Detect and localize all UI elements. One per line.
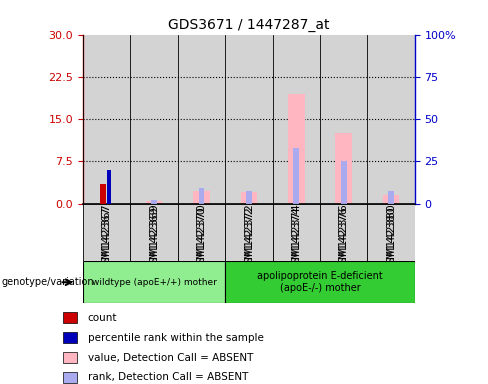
Bar (130, 204, 178, 261)
Bar (225, 35, 273, 204)
Text: GSM142370: GSM142370 (197, 204, 206, 271)
Bar (320, 35, 367, 204)
Bar (151, 200, 157, 204)
Text: GSM142367: GSM142367 (102, 204, 112, 271)
Text: apolipoprotein E-deficient
(apoE-/-) mother: apolipoprotein E-deficient (apoE-/-) mot… (257, 271, 383, 293)
Title: GDS3671 / 1447287_at: GDS3671 / 1447287_at (168, 18, 329, 32)
Bar (367, 35, 415, 204)
Bar (62, 312, 77, 323)
Bar (62, 372, 77, 383)
Text: GSM142369: GSM142369 (149, 207, 159, 274)
Text: GSM142376: GSM142376 (339, 207, 349, 274)
Text: percentile rank within the sample: percentile rank within the sample (88, 333, 264, 343)
Bar (107, 170, 111, 204)
Text: GSM142374: GSM142374 (291, 207, 301, 274)
Bar (83, 204, 130, 261)
Bar (367, 204, 415, 261)
Text: GSM142376: GSM142376 (339, 204, 349, 271)
Text: GSM142370: GSM142370 (197, 207, 206, 274)
Text: GSM142372: GSM142372 (244, 204, 254, 271)
Bar (130, 35, 178, 204)
Text: value, Detection Call = ABSENT: value, Detection Call = ABSENT (88, 353, 253, 362)
Bar (320, 204, 367, 261)
Bar (199, 188, 204, 204)
Text: count: count (88, 313, 117, 323)
Bar (83, 35, 130, 204)
Bar (62, 352, 77, 363)
Bar (335, 133, 352, 204)
Bar (293, 148, 299, 204)
Bar (383, 195, 399, 204)
Bar (83, 261, 225, 303)
Bar (193, 191, 210, 204)
Bar (225, 261, 415, 303)
Bar (388, 191, 394, 204)
Bar (225, 204, 273, 261)
Bar (273, 35, 320, 204)
Text: GSM142369: GSM142369 (149, 204, 159, 271)
Text: GSM142380: GSM142380 (386, 204, 396, 271)
Bar (273, 204, 320, 261)
Bar (100, 184, 106, 204)
Bar (341, 161, 346, 204)
Text: GSM142367: GSM142367 (102, 207, 112, 274)
Bar (178, 35, 225, 204)
Bar (288, 94, 305, 204)
Text: wildtype (apoE+/+) mother: wildtype (apoE+/+) mother (92, 278, 217, 287)
Text: GSM142380: GSM142380 (386, 207, 396, 274)
Text: rank, Detection Call = ABSENT: rank, Detection Call = ABSENT (88, 372, 248, 382)
Text: genotype/variation: genotype/variation (1, 277, 94, 287)
Text: GSM142372: GSM142372 (244, 207, 254, 274)
Bar (241, 192, 257, 204)
Bar (178, 204, 225, 261)
Bar (146, 201, 163, 204)
Text: GSM142374: GSM142374 (291, 204, 301, 271)
Bar (246, 191, 252, 204)
Bar (62, 332, 77, 343)
